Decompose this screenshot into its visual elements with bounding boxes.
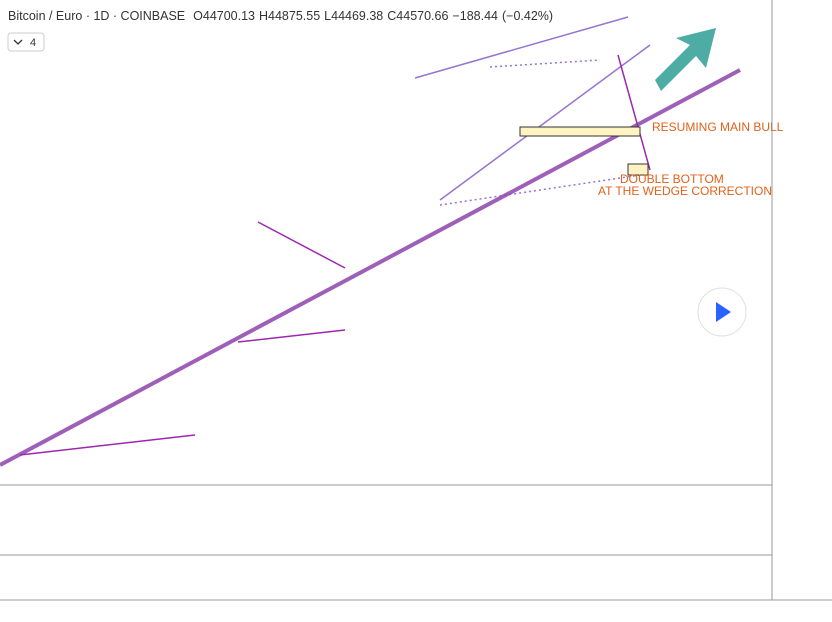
up-arrow (655, 28, 716, 91)
low: L44469.38 (324, 9, 383, 23)
open: O44700.13 (193, 9, 255, 23)
support-zone (519, 126, 641, 137)
wedge-upper (414, 16, 629, 79)
symbol: Bitcoin / Euro · 1D · COINBASE (8, 9, 185, 23)
play-button[interactable] (697, 287, 747, 337)
change-percent: (−0.42%) (502, 9, 553, 23)
pennant-lower (237, 329, 346, 343)
legend-line: Bitcoin / Euro · 1D · COINBASE O44700.13 H… (8, 9, 553, 23)
drop-line (617, 54, 651, 171)
base-trendline (19, 434, 196, 456)
toggle-box[interactable] (7, 32, 45, 52)
annotation: DOUBLE BOTTOM (620, 172, 724, 186)
wedge-top (489, 59, 601, 68)
chevron[interactable] (13, 39, 23, 45)
pennant-upper (257, 221, 346, 269)
close: C44570.66 (387, 9, 448, 23)
indicator-toggle[interactable]: 4 (7, 32, 45, 52)
annotation: AT THE WEDGE CORRECTION (598, 184, 772, 198)
high: H44875.55 (259, 9, 320, 23)
wedge-lower (439, 44, 651, 201)
change: −188.44 (452, 9, 498, 23)
bottom-zone (627, 163, 649, 176)
play-icon[interactable] (716, 302, 731, 322)
indicator-count[interactable]: 4 (30, 37, 36, 49)
wedge-base (439, 174, 641, 206)
annotation: RESUMING MAIN BULL (652, 120, 784, 134)
